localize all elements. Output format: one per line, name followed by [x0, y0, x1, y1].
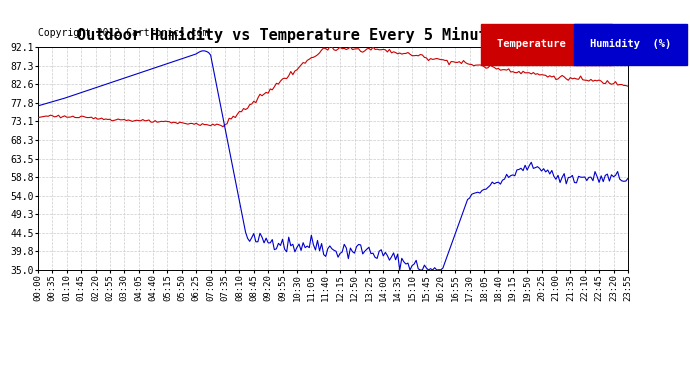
Text: Humidity  (%): Humidity (%): [590, 39, 671, 50]
Text: Temperature (°F): Temperature (°F): [497, 39, 597, 50]
Text: Copyright 2012 Cartronics.com: Copyright 2012 Cartronics.com: [38, 28, 208, 38]
Title: Outdoor Humidity vs Temperature Every 5 Minutes 20120722: Outdoor Humidity vs Temperature Every 5 …: [77, 27, 589, 43]
